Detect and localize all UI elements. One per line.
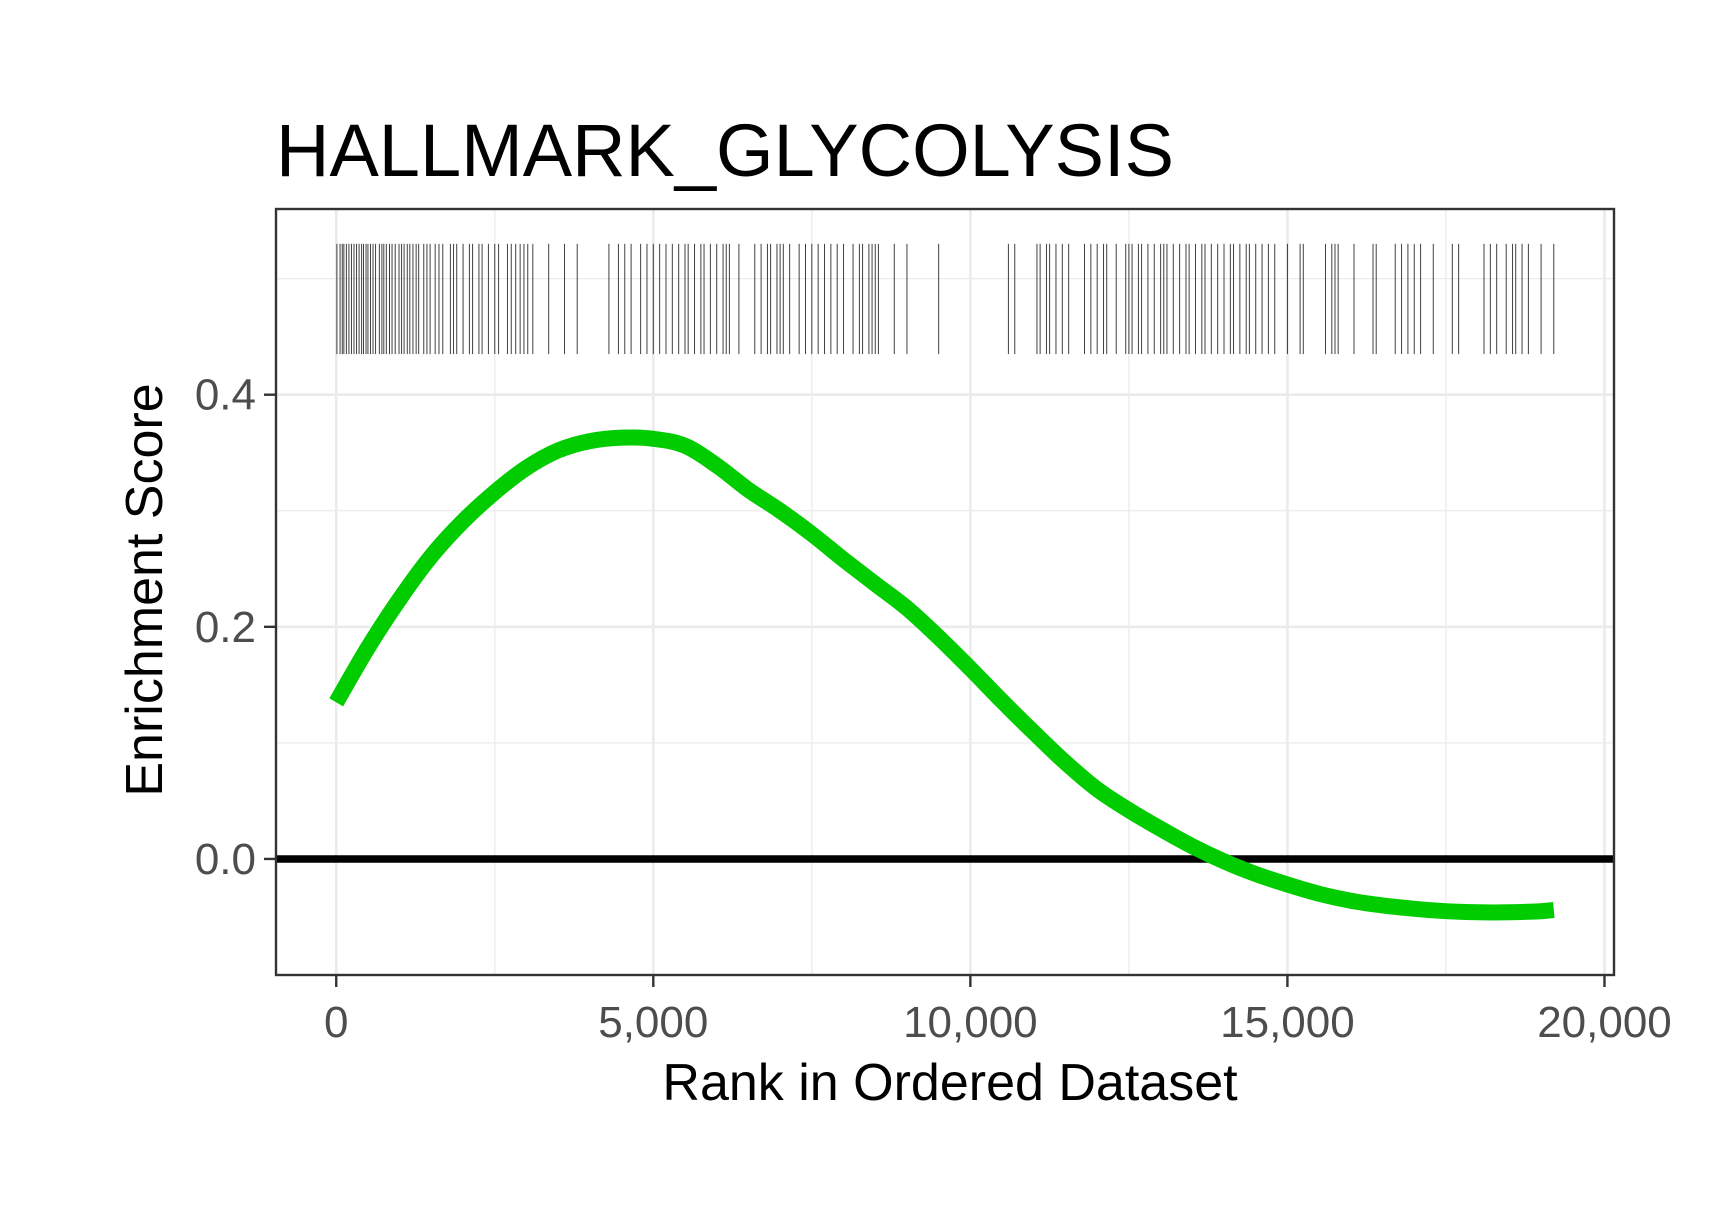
y-axis-title: Enrichment Score: [116, 383, 174, 796]
x-tick-label: 5,000: [598, 998, 708, 1047]
x-tick-label: 15,000: [1220, 998, 1355, 1047]
plot-panel-border: [274, 207, 1616, 977]
gene-hit-rug: [336, 243, 1555, 355]
x-tick-label: 0: [324, 998, 348, 1047]
x-tick-label: 20,000: [1537, 998, 1672, 1047]
enrichment-curve: [329, 429, 1555, 921]
x-tick-label: 10,000: [903, 998, 1038, 1047]
y-tick-label: 0.2: [195, 603, 256, 652]
x-axis-title: Rank in Ordered Dataset: [662, 1054, 1238, 1112]
y-tick-label: 0.0: [195, 835, 256, 884]
x-axis-ticks: 0 5,000 10,000 15,000 20,000: [324, 975, 1672, 1047]
chart-title: HALLMARK_GLYCOLYSIS: [276, 109, 1174, 192]
y-tick-label: 0.4: [195, 371, 256, 420]
y-axis-ticks: 0.0 0.2 0.4: [195, 371, 276, 884]
